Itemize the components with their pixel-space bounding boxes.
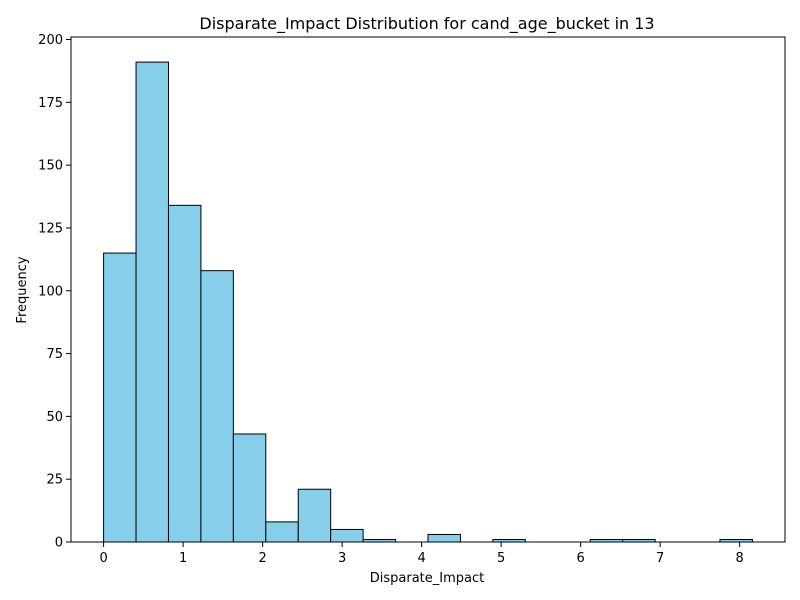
y-tick-label: 100 (38, 284, 63, 299)
y-tick-label: 150 (38, 159, 63, 174)
histogram-bar (135, 61, 169, 543)
histogram-bar (427, 533, 461, 543)
x-tick-label: 8 (736, 551, 744, 566)
histogram-bar (297, 488, 332, 543)
y-tick-label: 0 (55, 536, 63, 551)
bars-group (103, 61, 753, 543)
x-tick-label: 5 (497, 551, 505, 566)
histogram-bar (330, 528, 364, 543)
x-tick-label: 2 (258, 551, 266, 566)
y-axis-label: Frequency (15, 256, 30, 323)
x-tick-label: 6 (577, 551, 585, 566)
histogram-bar (103, 252, 137, 543)
histogram-bar (167, 204, 202, 543)
y-tick-label: 25 (46, 473, 63, 488)
x-axis-label: Disparate_Impact (370, 571, 484, 586)
y-axis-ticks: 0 25 50 75 100 125 150 175 200 (38, 33, 71, 551)
plot-frame (70, 36, 786, 543)
histogram-bar (200, 270, 234, 543)
x-tick-label: 3 (338, 551, 346, 566)
x-axis-ticks: 0 1 2 3 4 5 6 7 8 (99, 542, 744, 566)
y-tick-label: 200 (38, 33, 63, 48)
x-tick-label: 1 (179, 551, 187, 566)
x-tick-label: 4 (417, 551, 425, 566)
y-tick-label: 175 (38, 96, 63, 111)
histogram-bar (232, 433, 267, 543)
x-tick-label: 7 (656, 551, 664, 566)
chart-title: Disparate_Impact Distribution for cand_a… (199, 14, 654, 34)
y-tick-label: 50 (46, 410, 63, 425)
y-tick-label: 125 (38, 221, 63, 236)
y-tick-label: 75 (46, 347, 63, 362)
x-tick-label: 0 (99, 551, 107, 566)
histogram-bar (265, 521, 299, 543)
